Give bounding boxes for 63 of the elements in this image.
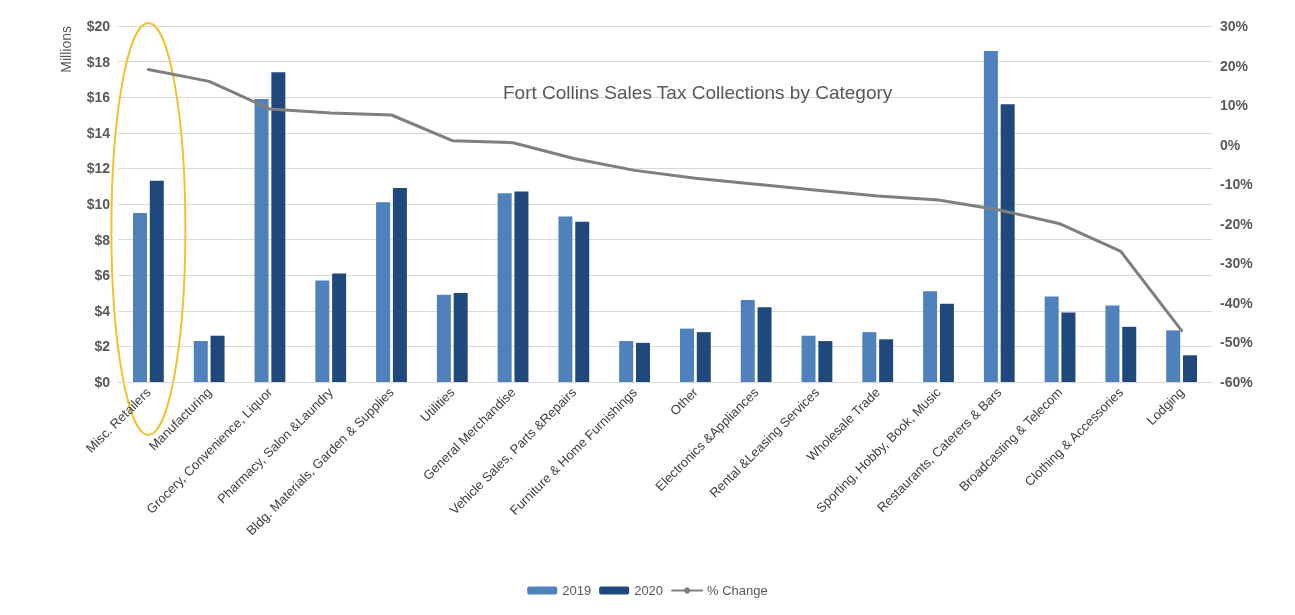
y-tick-label: $0	[94, 374, 111, 390]
bar	[636, 342, 651, 382]
y2-tick-label: -40%	[1220, 294, 1254, 311]
bar	[619, 341, 634, 382]
bar	[497, 193, 512, 382]
bar	[436, 294, 451, 382]
bar	[939, 303, 954, 382]
bar	[210, 335, 225, 382]
y2-tick-label: -60%	[1220, 374, 1254, 390]
bar	[1061, 312, 1076, 382]
bar	[983, 50, 998, 382]
y-tick-label: $18	[86, 53, 111, 70]
y2-tick-label: 20%	[1220, 57, 1249, 74]
y2-tick-label: 10%	[1220, 97, 1249, 114]
legend-label: % Change	[707, 583, 768, 598]
bar	[149, 180, 164, 382]
bar	[193, 341, 208, 382]
y-tick-label: $4	[94, 302, 111, 319]
bar	[332, 273, 347, 382]
bar	[757, 307, 772, 382]
y2-tick-label: -10%	[1220, 176, 1254, 193]
bar	[271, 72, 286, 382]
bar	[376, 202, 391, 382]
y2-tick-label: 0%	[1220, 136, 1241, 153]
bar	[1105, 305, 1120, 382]
bar	[1044, 296, 1059, 382]
bar	[696, 332, 711, 382]
y-tick-label: $14	[86, 124, 111, 141]
y-tick-label: $12	[86, 160, 111, 177]
bar	[132, 212, 147, 382]
bar	[315, 280, 330, 382]
bar	[392, 187, 407, 382]
bar	[818, 341, 833, 382]
bar	[879, 339, 894, 382]
y-axis-title: Millions	[58, 26, 74, 73]
bar	[1122, 326, 1137, 382]
y-tick-label: $2	[94, 338, 111, 355]
y-tick-label: $16	[86, 89, 111, 106]
bar	[514, 191, 529, 382]
bar	[558, 216, 573, 382]
bar	[923, 291, 938, 382]
bar	[1166, 330, 1181, 382]
bar	[1183, 355, 1198, 382]
y-tick-label: $20	[86, 18, 111, 34]
bar	[801, 335, 816, 382]
bar	[862, 332, 877, 382]
bar	[575, 221, 590, 382]
legend-label: 2020	[634, 583, 664, 598]
y-tick-label: $10	[86, 196, 111, 212]
bar	[453, 293, 468, 382]
y2-tick-label: -50%	[1220, 334, 1254, 351]
bar	[679, 328, 694, 382]
y2-tick-label: -30%	[1220, 255, 1254, 272]
y2-tick-label: -20%	[1220, 215, 1254, 232]
bar	[740, 300, 755, 382]
y-tick-label: $6	[94, 267, 111, 284]
y2-tick-label: 30%	[1220, 18, 1249, 34]
y-tick-label: $8	[94, 231, 111, 248]
bar	[1000, 104, 1015, 382]
bar	[254, 98, 269, 382]
line-series	[146, 68, 1184, 333]
legend-label: 2019	[562, 583, 592, 598]
text: Fort Collins Sales Tax Collections by Category	[503, 82, 893, 103]
